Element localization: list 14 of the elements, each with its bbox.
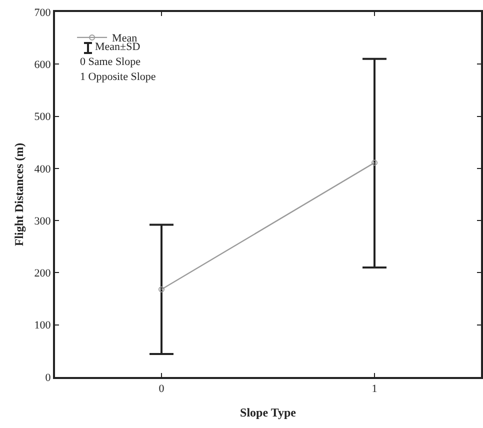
y-tick-label: 300 xyxy=(34,215,52,228)
annotation: 1 Opposite Slope xyxy=(80,71,156,83)
annotation: 0 Same Slope xyxy=(80,56,141,68)
x-tick-label: 1 xyxy=(372,383,378,396)
y-tick-label: 100 xyxy=(34,320,52,332)
y-axis-title: Flight Distances (m) xyxy=(12,142,26,246)
x-axis-title: Slope Type xyxy=(240,406,297,420)
y-tick-label: 600 xyxy=(34,58,52,71)
y-tick-label: 200 xyxy=(34,268,52,280)
y-tick-label: 400 xyxy=(34,163,52,176)
y-tick-label: 0 xyxy=(45,372,52,384)
annotation: Mean±SD xyxy=(95,41,140,53)
y-tick-label: 700 xyxy=(34,6,52,19)
y-tick-label: 500 xyxy=(34,111,52,124)
